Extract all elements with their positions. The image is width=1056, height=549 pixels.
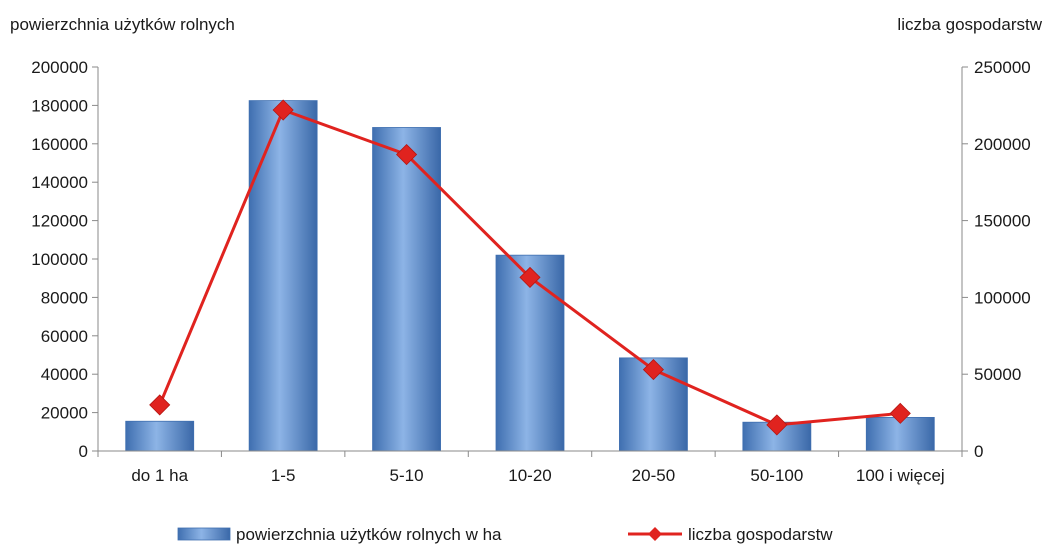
legend-label-line: liczba gospodarstw [688,525,833,544]
line-point [766,414,788,436]
x-axis-tick-label: 50-100 [750,466,803,485]
x-axis-tick-label: 10-20 [508,466,551,485]
left-axis-title: powierzchnia użytków rolnych [10,15,235,34]
right-axis-tick-label: 200000 [974,135,1031,154]
x-axis-tick-label: 1-5 [271,466,296,485]
left-axis-tick-label: 0 [79,442,88,461]
bar-series [125,100,935,452]
left-axis-tick-label: 100000 [31,250,88,269]
line-point [642,359,664,381]
legend-label-bars: powierzchnia użytków rolnych w ha [236,525,502,544]
right-axis: 0 50000 100000 150000 200000 250000 [961,58,1031,461]
line-point [149,394,171,416]
right-axis-tick-label: 50000 [974,365,1021,384]
left-axis-tick-label: 180000 [31,96,88,115]
right-axis-tick-label: 100000 [974,288,1031,307]
bar [125,420,195,452]
line-series [149,99,911,436]
line-point [889,402,911,424]
right-axis-title: liczba gospodarstw [897,15,1042,34]
left-axis-tick-label: 140000 [31,173,88,192]
line-point [519,266,541,288]
left-axis-tick-label: 20000 [41,404,88,423]
left-axis: 0 20000 40000 60000 80000 100000 120000 140000 1… [31,58,99,461]
left-axis-tick-label: 160000 [31,135,88,154]
bar [248,100,318,452]
legend-bar-swatch [177,527,231,541]
bar [372,127,441,452]
right-axis-tick-label: 150000 [974,212,1031,231]
x-axis-tick-label: 100 i więcej [856,466,945,485]
x-axis: do 1 ha 1-5 5-10 10-20 20-50 50-100 100 i więc… [97,450,963,485]
line-point [396,143,418,166]
line-point [272,99,294,121]
legend: powierzchnia użytków rolnych w ha liczba… [177,525,833,544]
left-axis-tick-label: 120000 [31,212,88,231]
left-axis-tick-label: 200000 [31,58,88,77]
right-axis-tick-label: 250000 [974,58,1031,77]
left-axis-tick-label: 40000 [41,365,88,384]
x-axis-tick-label: 20-50 [632,466,675,485]
x-axis-tick-label: 5-10 [390,466,424,485]
legend-diamond-marker [648,527,662,541]
left-axis-tick-label: 60000 [41,327,88,346]
right-axis-tick-label: 0 [974,442,983,461]
left-axis-tick-label: 80000 [41,288,88,307]
x-axis-tick-label: do 1 ha [131,466,188,485]
